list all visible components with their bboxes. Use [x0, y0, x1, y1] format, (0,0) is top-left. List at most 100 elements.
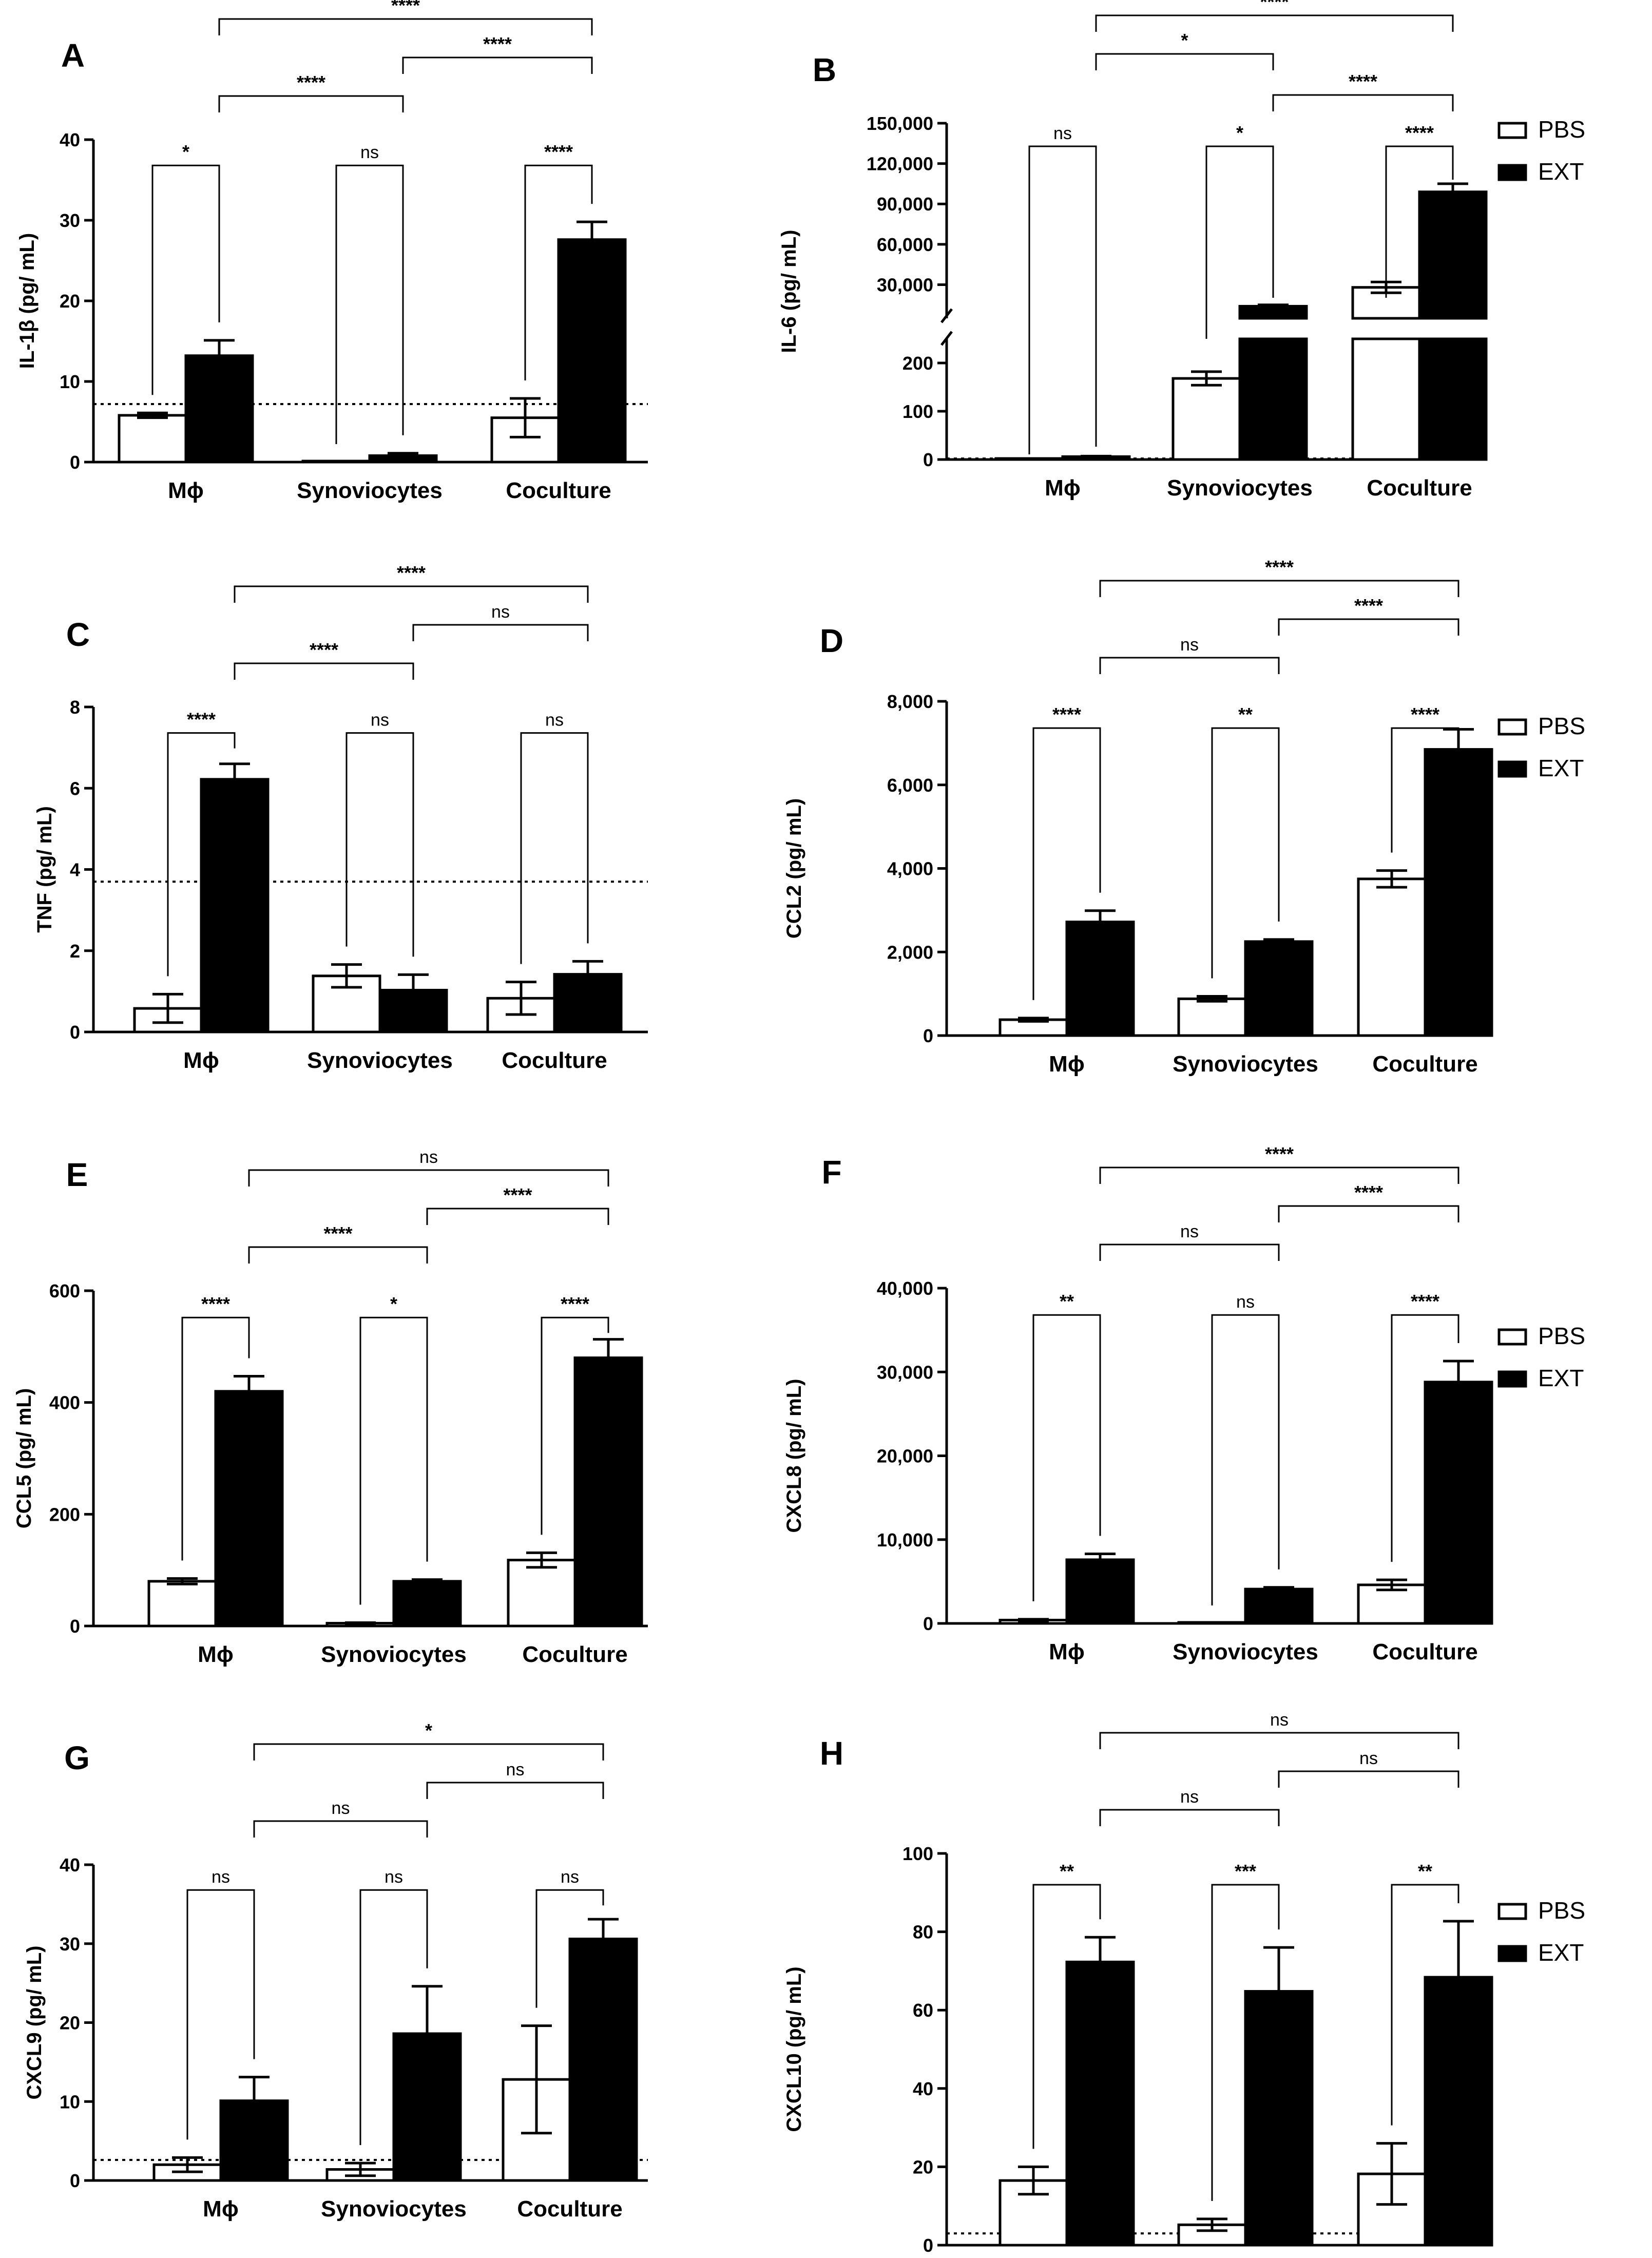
significance-bracket-between: [218, 95, 404, 112]
y-tick-label: 200: [902, 353, 933, 374]
significance-label: ns: [1180, 1787, 1199, 1807]
y-tick-label: 600: [49, 1280, 80, 1302]
significance-bracket-between: [1278, 1770, 1459, 1788]
significance-bracket-between: [253, 1820, 428, 1838]
significance-label: ns: [561, 1867, 579, 1887]
significance-bracket: [1211, 1314, 1280, 1605]
significance-label: ****: [1411, 704, 1439, 725]
legend-label: EXT: [1538, 158, 1584, 185]
x-tick-label: Mϕ: [168, 478, 204, 503]
legend-label: PBS: [1538, 1897, 1585, 1924]
x-tick-label: Synoviocytes: [297, 478, 443, 503]
legend: PBS EXT: [1497, 713, 1585, 781]
significance-label: ****: [323, 1223, 352, 1244]
x-tick-label: Synoviocytes: [1173, 1639, 1318, 1664]
significance-bracket: [535, 1889, 604, 2008]
y-tick-label: 20,000: [877, 1446, 933, 1467]
panel-label: G: [64, 1739, 90, 1776]
significance-label: ns: [419, 1147, 438, 1167]
significance-bracket: [524, 164, 593, 380]
legend-label: PBS: [1538, 713, 1585, 739]
x-tick-label: Mϕ: [203, 2196, 239, 2222]
y-axis-label: CCL5 (pg/ mL): [13, 1388, 35, 1528]
y-tick-label: 20: [60, 291, 80, 312]
significance-bracket: [1211, 1884, 1280, 2201]
significance-label: *: [182, 141, 189, 162]
y-tick-label: 4,000: [887, 858, 933, 879]
y-tick-label: 8,000: [887, 691, 933, 712]
y-tick-label: 6,000: [887, 775, 933, 796]
significance-label: ****: [1265, 1143, 1294, 1164]
y-axis-label: CXCL9 (pg/ mL): [23, 1946, 46, 2100]
significance-bracket: [335, 164, 404, 444]
significance-label: ns: [1180, 1222, 1199, 1241]
x-tick-label: Synoviocytes: [321, 1642, 467, 1667]
significance-label: *: [1181, 30, 1188, 51]
bar-pbs: [994, 457, 1064, 461]
x-tick-label: Synoviocytes: [321, 2196, 467, 2222]
significance-bracket: [359, 1889, 428, 2146]
y-tick-label: 30: [60, 210, 80, 231]
bar-ext: [1244, 1587, 1314, 1625]
y-tick-label: 0: [923, 1613, 933, 1634]
significance-label: **: [1060, 1861, 1074, 1882]
x-tick-label: Mϕ: [1049, 1051, 1085, 1077]
y-tick-label: 0: [923, 1025, 933, 1046]
bar-ext: [214, 1390, 284, 1628]
x-tick-label: Synoviocytes: [1167, 475, 1313, 501]
y-tick-label: 0: [70, 452, 80, 473]
legend-swatch-ext: [1497, 1945, 1527, 1962]
y-tick-label: 20: [60, 2013, 80, 2034]
significance-label: ****: [1349, 71, 1377, 92]
legend-swatch-pbs: [1497, 1903, 1527, 1920]
panel-label: E: [66, 1156, 88, 1193]
bar-pbs: [1177, 1621, 1247, 1625]
significance-bracket: [1032, 1884, 1101, 2149]
significance-bracket: [181, 1316, 250, 1561]
y-tick-label: 80: [913, 1922, 933, 1943]
bar-ext: [1065, 921, 1135, 1037]
bar-ext-upper: [1418, 190, 1488, 320]
y-tick-label: 2,000: [887, 942, 933, 963]
y-tick-label: 10: [60, 371, 80, 392]
y-axis-label: CXCL10 (pg/ mL): [783, 1966, 805, 2132]
significance-label: *: [1236, 122, 1243, 143]
bar-ext: [184, 354, 254, 464]
bar-ext: [557, 238, 627, 464]
y-tick-label: 0: [70, 1616, 80, 1637]
y-tick-label: 120,000: [867, 154, 933, 175]
significance-label: ns: [385, 1867, 403, 1887]
bar-ext: [1424, 748, 1493, 1037]
significance-bracket-between: [1095, 14, 1454, 32]
significance-label: ****: [397, 562, 426, 583]
significance-label: ns: [1236, 1292, 1255, 1312]
significance-bracket-between: [1278, 618, 1459, 636]
bar-ext: [200, 778, 270, 1034]
significance-label: ****: [1411, 1291, 1439, 1312]
significance-bracket: [520, 732, 589, 964]
y-tick-label: 200: [49, 1504, 80, 1525]
y-tick-label: 0: [70, 1022, 80, 1043]
legend-swatch-pbs: [1497, 122, 1527, 139]
y-tick-label: 60,000: [877, 234, 933, 255]
legend: PBS EXT: [1497, 1323, 1585, 1391]
panel-label: D: [820, 622, 843, 659]
bar-ext: [1238, 337, 1308, 461]
x-tick-label: Synoviocytes: [1173, 1051, 1318, 1077]
y-tick-label: 40: [60, 129, 80, 150]
x-tick-label: Coculture: [502, 1048, 607, 1073]
legend-label: PBS: [1538, 1323, 1585, 1349]
significance-bracket-between: [1099, 1732, 1459, 1749]
bar-ext: [1065, 1960, 1135, 2247]
significance-label: ****: [391, 0, 420, 16]
significance-label: ns: [491, 602, 510, 622]
panel-label: A: [61, 37, 85, 74]
significance-label: ns: [1053, 124, 1072, 143]
y-tick-label: 30,000: [877, 1362, 933, 1383]
significance-label: ***: [1235, 1861, 1256, 1882]
y-tick-label: 4: [70, 859, 80, 881]
significance-bracket-between: [1099, 580, 1459, 597]
significance-bracket: [359, 1316, 428, 1605]
y-tick-label: 0: [923, 449, 933, 470]
